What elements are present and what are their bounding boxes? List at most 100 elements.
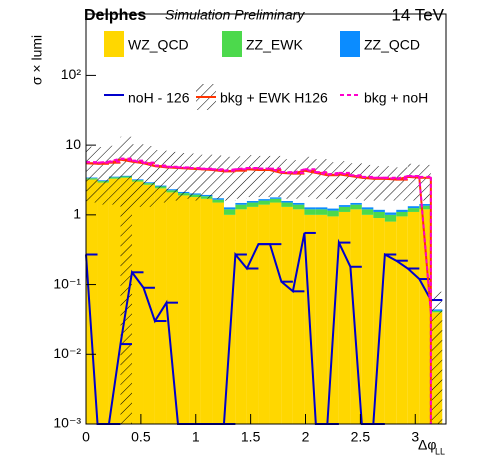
error-band — [108, 145, 121, 205]
stack-bar — [419, 209, 431, 424]
x-tick-label: 3 — [411, 429, 419, 445]
stack-bar — [212, 199, 224, 203]
error-band — [407, 163, 420, 201]
stack-bar — [166, 192, 178, 424]
stack-bar — [212, 198, 224, 200]
error-band — [120, 136, 132, 424]
stack-bar — [350, 202, 362, 205]
stack-bar — [338, 206, 351, 212]
stack-bar — [419, 205, 431, 210]
x-tick-label: 2.5 — [351, 429, 371, 445]
error-band — [361, 164, 374, 201]
stack-bar — [350, 204, 362, 210]
error-band — [304, 156, 316, 198]
stack-bar — [223, 207, 236, 210]
error-band — [97, 147, 109, 205]
y-tick-label: 10⁻³ — [53, 415, 81, 431]
error-band — [350, 163, 362, 199]
stack-bar — [235, 202, 247, 205]
y-axis-label: σ × lumi — [29, 35, 45, 85]
frame — [85, 13, 447, 425]
stack-bar — [97, 182, 109, 424]
stack-bar — [235, 209, 247, 424]
stack-bar — [350, 209, 362, 424]
error-band — [200, 154, 213, 199]
x-tick-label: 0.5 — [131, 429, 151, 445]
error-band — [86, 146, 98, 203]
stack-bar — [269, 198, 282, 203]
legend-label: ZZ_EWK — [246, 37, 303, 53]
stack-bar — [246, 206, 259, 424]
energy: 14 TeV — [391, 5, 444, 24]
stack-bar — [189, 197, 201, 424]
legend-swatch — [104, 31, 124, 57]
stack-bar — [361, 209, 374, 215]
error-band — [189, 153, 201, 201]
legend-swatch — [222, 31, 242, 57]
error-band — [281, 159, 293, 199]
error-band — [131, 144, 144, 207]
stack-bar — [396, 216, 408, 424]
stack-bar — [108, 178, 121, 424]
stack-bar — [269, 197, 282, 199]
error-band — [269, 155, 282, 198]
stack-bar — [373, 209, 385, 212]
stack-bar — [407, 206, 420, 209]
stack-bar — [361, 207, 374, 210]
legend-label: ZZ_QCD — [364, 37, 420, 53]
stack-bar — [304, 207, 316, 210]
stack-bar — [177, 195, 190, 424]
error-band — [235, 156, 247, 199]
stack-bar — [327, 208, 339, 211]
stack-bar — [200, 198, 213, 424]
x-tick-label: 2 — [302, 429, 310, 445]
error-band — [373, 166, 385, 201]
stack-bar — [292, 202, 305, 205]
stack-bar — [315, 207, 328, 210]
stack-bar — [338, 205, 351, 207]
stack-bar — [396, 209, 408, 212]
legend-label: bkg + noH — [364, 90, 428, 106]
x-tick-label: 0 — [82, 429, 90, 445]
stack-bar — [281, 206, 293, 424]
error-band — [143, 146, 155, 207]
x-axis-label-sub: LL — [435, 446, 445, 456]
stack-bar — [281, 200, 293, 203]
stack-bar — [373, 218, 385, 424]
error-band — [246, 155, 259, 198]
error-band — [177, 153, 190, 199]
stack-bar — [407, 208, 420, 212]
stack-bar — [258, 199, 270, 201]
stack-bar — [258, 200, 270, 205]
error-band — [315, 159, 328, 199]
stack-bar — [396, 211, 408, 217]
stack-bar — [223, 214, 236, 424]
stack-bar — [281, 202, 293, 207]
x-tick-label: 1.5 — [241, 429, 261, 445]
stack-bar — [223, 209, 236, 215]
legend-label: bkg + EWK H126 — [220, 90, 328, 106]
title: Delphes — [84, 7, 146, 24]
error-band — [292, 160, 305, 199]
x-axis-label: Δφ — [418, 437, 436, 453]
y-tick-label: 1 — [73, 206, 81, 222]
stack-bar — [154, 188, 167, 424]
legend-label: noH - 126 — [128, 90, 190, 106]
error-band — [430, 291, 443, 424]
y-tick-label: 10⁻¹ — [53, 275, 81, 291]
stack-bar — [292, 204, 305, 210]
error-band — [154, 150, 167, 203]
stack-bar — [373, 211, 385, 219]
step-connector — [85, 157, 432, 424]
stack-bar — [361, 214, 374, 424]
stack-bar — [384, 221, 397, 424]
legend-label: WZ_QCD — [128, 37, 189, 53]
stack-bar — [292, 209, 305, 424]
error-band — [258, 155, 270, 198]
stack-bar — [258, 204, 270, 424]
stack-bar — [384, 212, 397, 215]
error-band — [419, 164, 431, 201]
error-band — [338, 161, 351, 199]
error-band — [384, 166, 397, 201]
